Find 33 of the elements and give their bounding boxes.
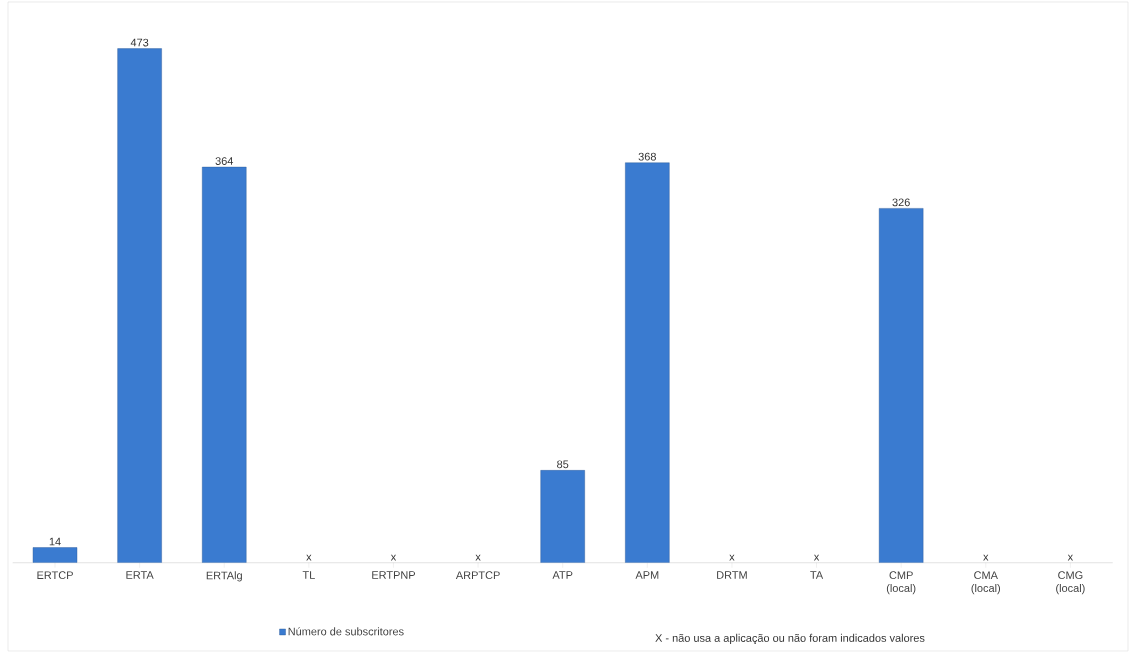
- x-tick-label: DRTM: [717, 571, 747, 579]
- text: X - não usa a aplicação ou não foram indicados valores: [655, 633, 925, 645]
- x-tick-label: APM: [635, 571, 659, 579]
- x-tick-label: ERTA: [126, 571, 154, 579]
- annotation: x: [1067, 554, 1074, 561]
- x-tick-label: ERTAlg: [206, 571, 242, 582]
- legend-label: Número de subscritores: [288, 627, 404, 636]
- bar: [625, 162, 670, 563]
- bar: [878, 208, 924, 563]
- data-label: 326: [892, 198, 910, 207]
- x-tick-label: CMA (local): [971, 571, 1001, 595]
- bar: [117, 48, 162, 563]
- x-tick-label: TL: [302, 571, 315, 579]
- x-tick-label: CMP (local): [886, 571, 916, 595]
- annotation: x: [306, 554, 312, 561]
- data-label: 473: [130, 38, 149, 47]
- x-tick-label: ATP: [552, 571, 573, 579]
- x-tick-label: TA: [810, 571, 824, 579]
- data-label: 14: [49, 537, 61, 546]
- bar: [540, 470, 585, 563]
- x-tick-label: CMG (local): [1056, 571, 1085, 595]
- annotation: x: [729, 554, 735, 561]
- data-label: 85: [557, 460, 569, 469]
- x-tick-label: ERTCP: [37, 571, 73, 580]
- x-tick-label: ARPTCP: [455, 571, 500, 580]
- annotation: x: [475, 554, 481, 561]
- x-tick-label: ERTPNP: [372, 571, 416, 579]
- annotation: x: [983, 554, 989, 561]
- bar: [202, 166, 247, 563]
- annotation: x: [813, 554, 820, 561]
- annotation: x: [390, 554, 397, 561]
- data-label: 368: [638, 152, 656, 161]
- data-label: 364: [215, 157, 234, 165]
